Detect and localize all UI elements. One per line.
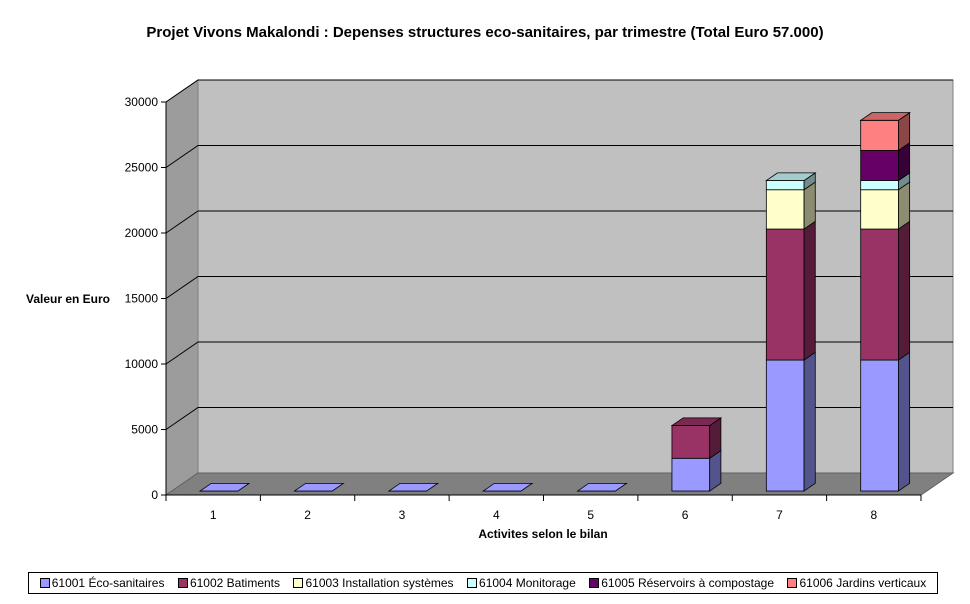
legend-swatch xyxy=(39,578,50,588)
legend-item: 61006 Jardins verticaux xyxy=(787,576,926,590)
plot-area: 0 5000 10000 15000 20000 25000 30000 1 2 3 4 5 6 7 8 xyxy=(125,79,955,522)
bar-segment-side xyxy=(898,220,911,361)
gridline xyxy=(165,341,953,365)
legend-label: 61001 Éco-sanitaires xyxy=(51,576,165,590)
legend-item: 61002 Batiments xyxy=(177,576,280,590)
x-tick-label: 8 xyxy=(870,508,877,522)
legend-label: 61003 Installation systèmes xyxy=(305,576,454,590)
legend-label: 61004 Monitorage xyxy=(479,576,576,590)
bar-segment xyxy=(198,482,251,492)
bar-segment xyxy=(765,189,805,230)
gridline xyxy=(165,407,953,430)
gridline xyxy=(165,210,953,234)
x-tick-label: 1 xyxy=(210,508,217,522)
y-tick-label: 0 xyxy=(151,488,158,502)
y-tick-label: 15000 xyxy=(125,292,159,306)
gridline xyxy=(165,276,953,299)
y-tick-label: 25000 xyxy=(125,161,159,175)
y-tick-label: 10000 xyxy=(125,357,159,371)
legend-item: 61001 Éco-sanitaires xyxy=(39,576,165,590)
legend-swatch xyxy=(787,578,798,588)
x-tick-label: 6 xyxy=(682,508,689,522)
bar-segment xyxy=(481,482,534,492)
bar-segment-side xyxy=(803,220,816,361)
gridline xyxy=(165,79,953,103)
floor xyxy=(164,472,955,496)
bar-segment-side xyxy=(803,181,816,230)
legend-item: 61004 Monitorage xyxy=(467,576,576,590)
x-tick-label: 7 xyxy=(776,508,783,522)
legend-label: 61006 Jardins verticaux xyxy=(799,576,927,590)
chart-legend: 61001 Éco-sanitaires 61002 Batiments 61003… xyxy=(28,572,938,594)
bar-segment xyxy=(387,482,440,492)
x-tick-label: 2 xyxy=(304,508,311,522)
bar-top xyxy=(765,172,817,181)
x-axis-label: Activites selon le bilan xyxy=(478,527,607,541)
y-tick-label: 30000 xyxy=(125,95,159,109)
bar-segment-side xyxy=(898,181,911,230)
legend-item: 61005 Réservoirs à compostage xyxy=(589,576,774,590)
legend-swatch xyxy=(467,578,478,588)
chart-plot: Projet Vivons Makalondi : Depenses struc… xyxy=(26,24,955,541)
legend-item: 61003 Installation systèmes xyxy=(293,576,454,590)
legend-swatch xyxy=(177,578,188,588)
bar-segment xyxy=(765,359,805,492)
bar-segment xyxy=(576,482,628,492)
bar-segment xyxy=(671,425,711,459)
bar-top xyxy=(670,417,723,426)
bar-segment xyxy=(860,119,899,151)
chart-title: Projet Vivons Makalondi : Depenses struc… xyxy=(146,24,823,41)
bar-segment xyxy=(765,228,805,361)
y-tick-label: 5000 xyxy=(131,423,158,437)
x-tick-label: 5 xyxy=(587,508,594,522)
legend-swatch xyxy=(589,578,600,588)
legend-label: 61002 Batiments xyxy=(189,576,280,590)
bar-segment-side xyxy=(803,351,816,492)
bar-segment xyxy=(860,228,899,361)
bar-segment-side xyxy=(898,351,911,492)
bar-segment xyxy=(860,359,899,492)
bar-segment xyxy=(293,482,345,492)
legend-swatch xyxy=(293,578,304,588)
bar-segment xyxy=(860,150,899,181)
x-tick-label: 4 xyxy=(493,508,500,522)
bar-top xyxy=(859,112,911,121)
x-tick-label: 3 xyxy=(399,508,406,522)
legend-label: 61005 Réservoirs à compostage xyxy=(601,576,775,590)
bar-segment xyxy=(765,180,805,191)
y-axis-label: Valeur en Euro xyxy=(26,292,110,306)
bar-segment xyxy=(860,180,899,191)
gridline xyxy=(165,145,953,168)
bar-segment xyxy=(860,189,899,230)
y-tick-label: 20000 xyxy=(125,226,159,240)
bar-segment xyxy=(671,457,711,492)
